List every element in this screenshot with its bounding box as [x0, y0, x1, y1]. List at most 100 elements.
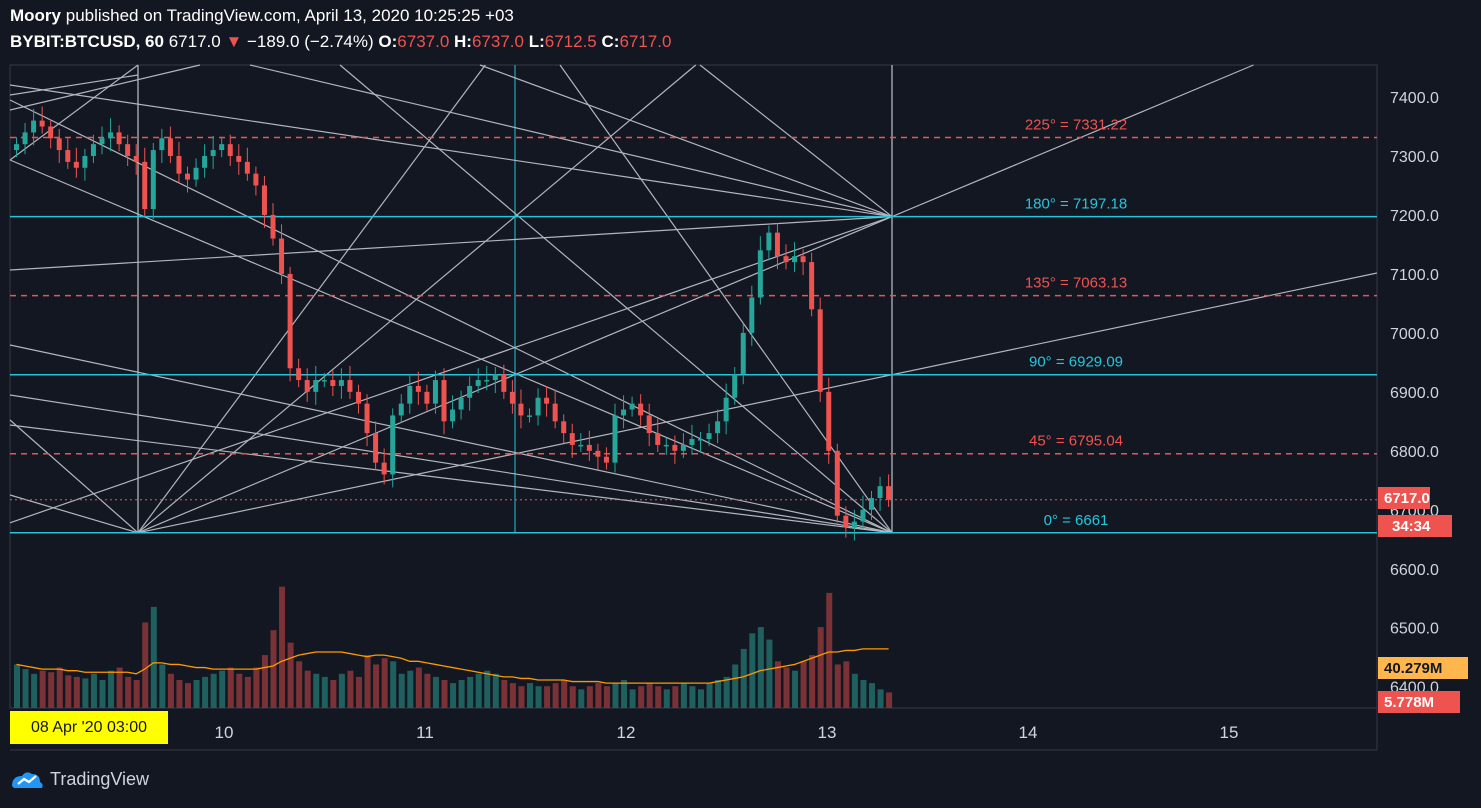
- volume-bar: [159, 664, 166, 708]
- volume-bar: [544, 686, 551, 708]
- volume-bar: [441, 680, 448, 708]
- candle-body: [150, 150, 156, 210]
- close-label: C:: [601, 32, 620, 51]
- time-axis[interactable]: 10 11 12 13 14 15: [215, 723, 1239, 742]
- candle-body: [381, 462, 387, 475]
- gann-fan-line: [699, 64, 893, 218]
- candle-body: [723, 397, 729, 422]
- candle-body: [125, 144, 131, 156]
- volume-bar: [236, 673, 243, 708]
- volume-bar: [125, 676, 132, 708]
- candle-body: [202, 155, 208, 168]
- gann-fan-line: [479, 64, 893, 218]
- volume-bar: [518, 686, 525, 708]
- candle-body: [193, 167, 199, 180]
- volume-bar: [227, 667, 234, 708]
- candles: [14, 106, 892, 541]
- candle-body: [424, 391, 430, 404]
- candle-body: [826, 391, 832, 451]
- tradingview-logo[interactable]: TradingView: [10, 768, 149, 790]
- candle-body: [501, 374, 507, 392]
- chart-frame: [9, 64, 1378, 751]
- candle-body: [458, 397, 464, 410]
- volume-bar: [886, 692, 893, 708]
- volume-bar: [826, 592, 833, 708]
- volume-bar: [56, 667, 63, 708]
- gann-levels[interactable]: 225° = 7331.22 180° = 7197.18 135° = 7063.…: [10, 117, 1377, 534]
- countdown-tag: 34:34: [1378, 515, 1452, 537]
- gann-fan-line: [9, 344, 893, 534]
- volume-last-tag: 5.778M: [1378, 691, 1460, 713]
- gann-fan-line: [9, 494, 139, 534]
- time-tick-label: 10: [215, 723, 234, 742]
- candle-body: [860, 509, 866, 522]
- candle-body: [210, 150, 216, 156]
- symbol-label[interactable]: BYBIT:BTCUSD, 60: [10, 32, 164, 51]
- volume-bar: [14, 664, 20, 708]
- close-value: 6717.0: [619, 32, 672, 51]
- price-tick-label: 6500.0: [1390, 621, 1439, 638]
- tradingview-logo-icon: [12, 772, 43, 788]
- volume-bar: [261, 655, 268, 708]
- time-tick-label: 11: [416, 723, 434, 742]
- candle-body: [467, 385, 473, 398]
- candle-body: [774, 232, 780, 257]
- publisher-name[interactable]: Moory: [10, 6, 61, 25]
- last-price-tag: 6717.0: [1378, 487, 1430, 509]
- candle-body: [809, 262, 815, 310]
- volume-ma-line: [16, 648, 889, 684]
- volume-bar: [484, 670, 491, 708]
- price-tick-label: 7300.0: [1390, 149, 1439, 166]
- volume-bar: [424, 673, 431, 708]
- gann-level-label: 135° = 7063.13: [1025, 275, 1127, 292]
- low-label: L:: [528, 32, 545, 51]
- candle-body: [535, 397, 541, 416]
- candle-body: [65, 150, 71, 162]
- candle-body: [655, 433, 661, 445]
- volume-bar: [279, 586, 286, 708]
- high-label: H:: [454, 32, 472, 51]
- price-tick-label: 6900.0: [1390, 385, 1439, 402]
- volume-bar: [296, 661, 303, 708]
- crosshair-date-label: 08 Apr '20 03:00: [10, 711, 168, 744]
- volume-bar: [31, 673, 38, 708]
- candle-body: [834, 450, 840, 516]
- publish-info: Moory published on TradingView.com, Apri…: [10, 6, 514, 26]
- candle-body: [415, 385, 421, 392]
- volume-bar: [270, 630, 277, 708]
- candle-body: [450, 409, 456, 422]
- candle-body: [227, 144, 233, 156]
- gann-fan-line: [137, 64, 486, 534]
- volume-bar: [321, 676, 328, 708]
- price-tick-label: 6800.0: [1390, 444, 1439, 461]
- volume-bars: [14, 586, 893, 708]
- candle-body: [441, 380, 447, 422]
- volume-bar: [843, 661, 850, 708]
- volume-bar: [552, 683, 559, 708]
- candle-body: [783, 256, 789, 263]
- volume-bar: [338, 673, 345, 708]
- gann-box-drawing[interactable]: [9, 64, 1378, 534]
- volume-bar: [90, 673, 97, 708]
- candle-body: [373, 433, 379, 463]
- gann-level-label: 0° = 6661: [1044, 512, 1109, 529]
- candle-body: [253, 173, 259, 186]
- volume-bar: [535, 686, 542, 708]
- candle-body: [261, 185, 267, 215]
- candle-body: [715, 421, 721, 434]
- volume-bar: [150, 606, 157, 708]
- candle-body: [792, 256, 798, 263]
- candle-body: [287, 273, 293, 369]
- candle-body: [398, 403, 404, 416]
- time-tick-label: 14: [1019, 723, 1038, 742]
- price-axis[interactable]: 7400.0 7300.0 7200.0 7100.0 7000.0 6900.0 6800…: [1390, 90, 1439, 697]
- volume-bar: [356, 676, 362, 708]
- volume-bar: [595, 683, 602, 708]
- low-value: 6712.5: [544, 32, 597, 51]
- candle-body: [569, 433, 575, 445]
- candle-body: [509, 391, 515, 404]
- price-chart[interactable]: 225° = 7331.22 180° = 7197.18 135° = 7063.…: [0, 0, 1481, 760]
- last-value: 6717.0: [168, 32, 221, 51]
- volume-bar: [253, 667, 260, 708]
- volume-bar: [65, 675, 72, 708]
